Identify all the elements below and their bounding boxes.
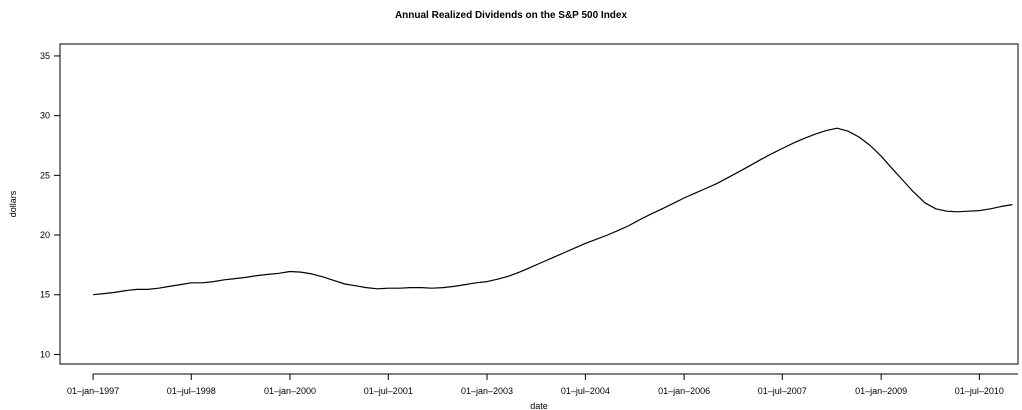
y-tick-label: 30 (40, 111, 50, 121)
x-axis: 01–jan–1997 01–jul–1998 01–jan–2000 01–jul–… (67, 373, 1018, 396)
dividends-line (93, 127, 1013, 296)
x-tick-label: 01–jan–2003 (461, 386, 513, 396)
y-tick-label: 20 (40, 230, 50, 240)
x-tick-label: 01–jul–2007 (758, 386, 807, 396)
x-tick-label: 01–jul–1998 (167, 386, 216, 396)
y-tick-label: 35 (40, 51, 50, 61)
plot-frame (59, 43, 1019, 365)
x-tick-label: 01–jan–2009 (855, 386, 907, 396)
y-axis-label: dollars (8, 190, 18, 217)
x-tick-label: 01–jul–2001 (364, 386, 413, 396)
x-tick-label: 01–jul–2010 (955, 386, 1004, 396)
x-tick-label: 01–jan–2000 (264, 386, 316, 396)
y-axis: 10 15 20 25 30 35 (40, 51, 60, 359)
x-tick-label: 01–jan–1997 (67, 386, 119, 396)
chart-title: Annual Realized Dividends on the S&P 500… (395, 10, 628, 21)
y-tick-label: 25 (40, 170, 50, 180)
y-tick-label: 15 (40, 290, 50, 300)
y-tick-label: 10 (40, 349, 50, 359)
x-tick-label: 01–jan–2006 (658, 386, 710, 396)
x-axis-label: date (530, 401, 548, 410)
x-tick-label: 01–jul–2004 (561, 386, 610, 396)
